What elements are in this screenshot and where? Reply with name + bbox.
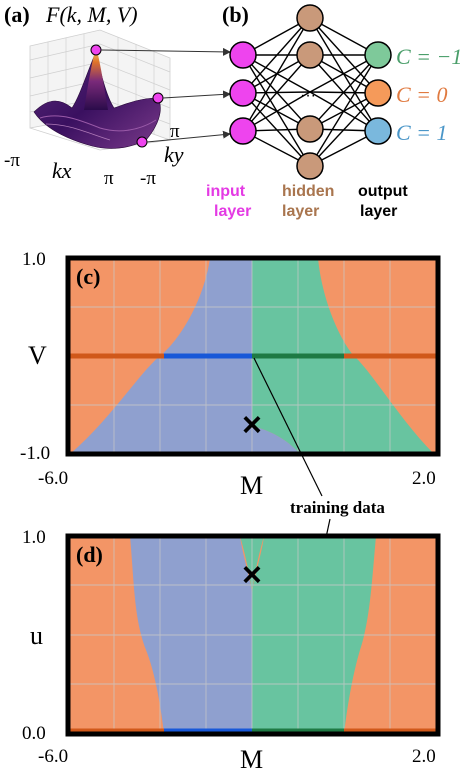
input-node-2 [229, 79, 257, 107]
class-label-1: C = 1 [396, 120, 448, 145]
panel-a-surface-plot [29, 29, 171, 151]
network-edge [309, 92, 379, 167]
training-pointer-c [253, 357, 323, 497]
panel-d-plot [65, 533, 441, 737]
output-node-2 [364, 79, 392, 107]
panel-a-ylabel: ky [164, 142, 184, 167]
panel-d-xlabel: M [240, 745, 263, 770]
panel-a-xlabel: kx [52, 158, 72, 183]
hidden-ellipsis: ··· [300, 87, 316, 104]
input-node-3 [229, 117, 257, 145]
sample-point-2 [152, 92, 164, 104]
panel-a-tick-ky-max: π [170, 121, 180, 142]
hidden-layer-label-1: hidden [282, 183, 334, 200]
panel-c-plot [65, 255, 441, 457]
panel-a-tick-kx-max: π [104, 168, 114, 189]
training-data-label: training data [290, 498, 385, 517]
panel-label-b: (b) [222, 2, 249, 27]
panel-a-tick-kx-min: -π [4, 150, 20, 171]
input-layer-label-2: layer [214, 203, 251, 220]
network-edge [242, 17, 311, 94]
panel-d-ytick-max: 1.0 [22, 527, 46, 548]
panel-d-cross-marker: × [242, 556, 262, 594]
sample-point-1 [90, 44, 102, 56]
panel-d-ytick-min: 0.0 [22, 723, 46, 744]
sample-point-3 [136, 136, 148, 148]
panel-c-cross-marker: × [242, 406, 262, 444]
network-nodes [229, 4, 392, 180]
hidden-layer-label-2: layer [282, 203, 319, 220]
panel-d-ylabel: u [30, 621, 43, 650]
input-arrows [100, 47, 231, 143]
hidden-node-5 [296, 152, 324, 180]
panel-c-ytick-max: 1.0 [22, 249, 46, 270]
output-layer-label-2: layer [360, 203, 397, 220]
network-edge [309, 54, 379, 167]
input-node-1 [229, 41, 257, 69]
panel-c-ytick-min: -1.0 [20, 443, 50, 464]
class-label-0: C = 0 [396, 82, 448, 107]
network-edge [242, 17, 311, 132]
panel-d-xtick-min: -6.0 [38, 746, 68, 767]
hidden-node-4 [296, 115, 324, 143]
class-label-minus1: C = −1 [396, 44, 462, 69]
output-node-1 [364, 41, 392, 69]
output-layer-label-1: output [358, 183, 408, 200]
panel-c-xlabel: M [240, 471, 263, 500]
network-edge [242, 54, 311, 132]
panel-label-c: (c) [76, 264, 100, 289]
panel-label-a: (a) [4, 2, 30, 27]
panel-label-d: (d) [76, 542, 103, 567]
panel-c-xtick-max: 2.0 [412, 468, 436, 489]
panel-a-title: F(k, M, V) [45, 2, 138, 27]
input-layer-label-1: input [206, 183, 246, 200]
hidden-node-2 [296, 41, 324, 69]
output-node-3 [364, 117, 392, 145]
panel-c-ylabel: V [28, 341, 47, 370]
network-edge [309, 54, 379, 130]
panel-c-xtick-min: -6.0 [38, 468, 68, 489]
panel-a-tick-ky-min: -π [140, 168, 156, 189]
hidden-node-1 [296, 4, 324, 32]
panel-d-xtick-max: 2.0 [412, 746, 436, 767]
